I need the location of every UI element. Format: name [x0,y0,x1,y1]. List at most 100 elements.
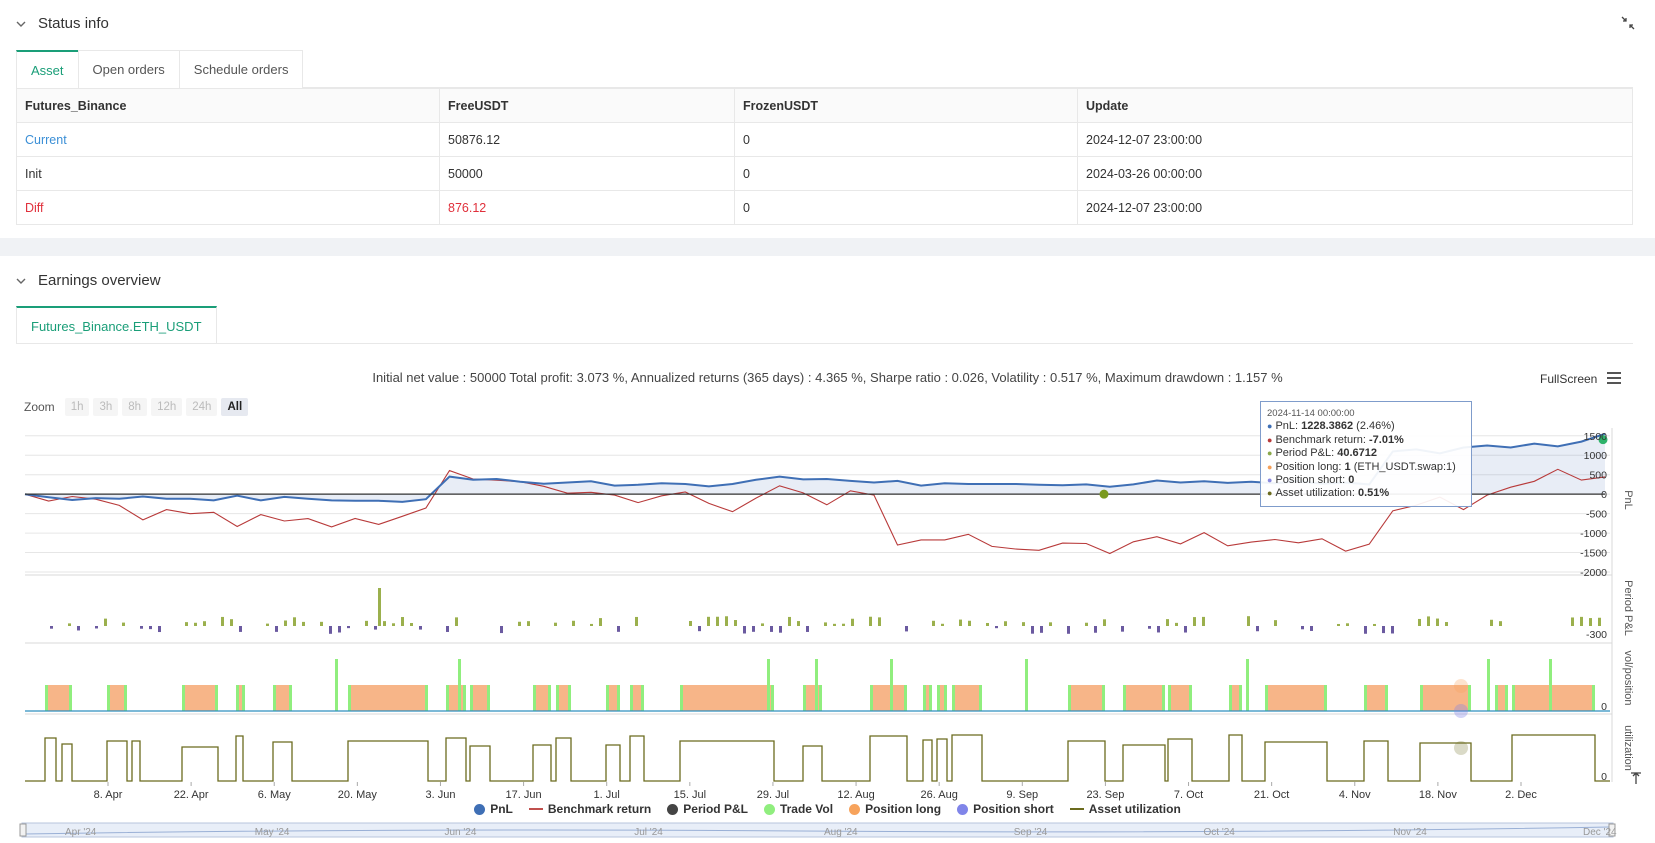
fullscreen-button[interactable]: FullScreen [1540,372,1598,386]
zoom-controls: Zoom 1h 3h 8h 12h 24h All [24,398,249,416]
legend-item[interactable]: Position short [957,802,1054,816]
zoom-3h[interactable]: 3h [93,398,119,416]
tab-open-orders[interactable]: Open orders [77,50,180,88]
x-tick-label: 22. Apr [174,789,209,801]
x-tick-label: 20. May [338,789,378,801]
trade-vol-bar [937,685,940,711]
x-tick-label: 23. Sep [1086,789,1124,801]
trade-vol-bar [1025,659,1028,711]
period-bar [194,622,197,626]
legend-item[interactable]: Position long [849,802,941,816]
period-bar [1004,621,1007,626]
period-bar [788,616,791,626]
row-label-current[interactable]: Current [16,122,440,157]
period-bar [1499,621,1502,626]
tooltip-label: Asset utilization: [1275,487,1358,500]
trade-vol-bar [815,659,818,711]
period-bar [365,620,368,626]
zoom-all[interactable]: All [221,398,249,416]
period-bar [1589,618,1592,626]
cell-frozen: 0 [734,156,1078,191]
hover-marker [1454,741,1468,755]
trade-vol-bar [1246,659,1249,711]
trade-vol-bar [446,685,449,711]
period-bar [1202,616,1205,626]
period-bar [1373,623,1376,626]
cell-free: 50000 [439,156,735,191]
period-bar [1157,626,1160,633]
chevron-down-icon[interactable] [16,276,26,286]
period-bar [986,622,989,626]
zoom-24h[interactable]: 24h [186,398,218,416]
period-bar [995,626,998,629]
trade-vol-bar [890,659,893,711]
status-tabs: Asset Open orders Schedule orders [16,50,1633,88]
pnl-area-fill [25,433,1605,502]
axis-title: Period P&L [1622,580,1634,636]
navigator-tick-label: Dec '24 [1583,827,1617,838]
collapse-fullscreen-icon[interactable] [1621,16,1635,30]
status-header[interactable]: Status info [16,15,109,32]
period-bar [1022,622,1025,626]
tab-asset[interactable]: Asset [16,50,79,88]
period-bar [932,620,935,626]
period-bar [1247,616,1250,626]
tooltip-line: ● PnL: 1228.3862 (2.46%) [1267,420,1395,433]
hamburger-menu-icon[interactable] [1606,371,1622,385]
period-bar [806,626,809,632]
period-bar [378,588,381,626]
trade-vol-bar [458,659,461,711]
row-label-diff: Diff [16,190,440,225]
period-bar [716,616,719,626]
trade-vol-bar [1420,685,1423,711]
trade-vol-bar [1239,685,1242,711]
legend-item[interactable]: Period P&L [667,802,748,816]
legend-item[interactable]: PnL [474,802,513,816]
position-long-block [236,685,245,711]
legend-swatch [474,803,486,815]
reset-zoom-icon[interactable] [1628,770,1644,786]
navigator-handle-left [19,823,27,837]
period-bar [1445,622,1448,626]
period-bar [1184,626,1187,633]
tooltip-extra: (ETH_USDT.swap:1) [1350,460,1456,473]
zoom-1h[interactable]: 1h [64,398,90,416]
x-tick-label: 2. Dec [1505,789,1537,801]
earnings-title: Earnings overview [38,272,161,289]
period-bar [347,626,350,629]
tab-schedule-orders[interactable]: Schedule orders [178,50,304,88]
period-bar [1436,618,1439,626]
cell-frozen: 0 [734,122,1078,157]
trade-vol-bar [803,685,806,711]
tab-eth-usdt[interactable]: Futures_Binance.ETH_USDT [16,306,217,344]
chart-grid [25,428,1613,782]
period-bar [1346,623,1349,626]
period-bar [275,626,278,632]
period-bar [104,618,107,626]
navigator-tick-label: Apr '24 [65,827,97,838]
x-tick-label: 29. Jul [757,789,789,801]
legend-item[interactable]: Trade Vol [763,802,833,816]
legend-item[interactable]: Asset utilization [1069,802,1181,816]
period-bar [446,626,449,632]
period-bar [1175,622,1178,626]
period-bar [1418,618,1421,626]
trade-vol-bar [1487,659,1490,711]
zoom-8h[interactable]: 8h [122,398,148,416]
legend-swatch [957,803,969,815]
period-bar [1571,617,1574,626]
legend-item[interactable]: Benchmark return [528,802,651,816]
trade-vol-bar [1549,659,1552,711]
col-header-exchange: Futures_Binance [16,88,440,123]
x-tick-label: 1. Jul [594,789,620,801]
period-bar [329,626,332,634]
cell-update: 2024-03-26 00:00:00 [1077,156,1633,191]
zoom-12h[interactable]: 12h [151,398,183,416]
position-long-block [107,685,127,711]
period-bar [707,616,710,626]
period-bar [1085,622,1088,626]
earnings-header[interactable]: Earnings overview [16,272,161,289]
y-tick-label: 0 [1601,701,1607,713]
chevron-down-icon[interactable] [16,19,26,29]
